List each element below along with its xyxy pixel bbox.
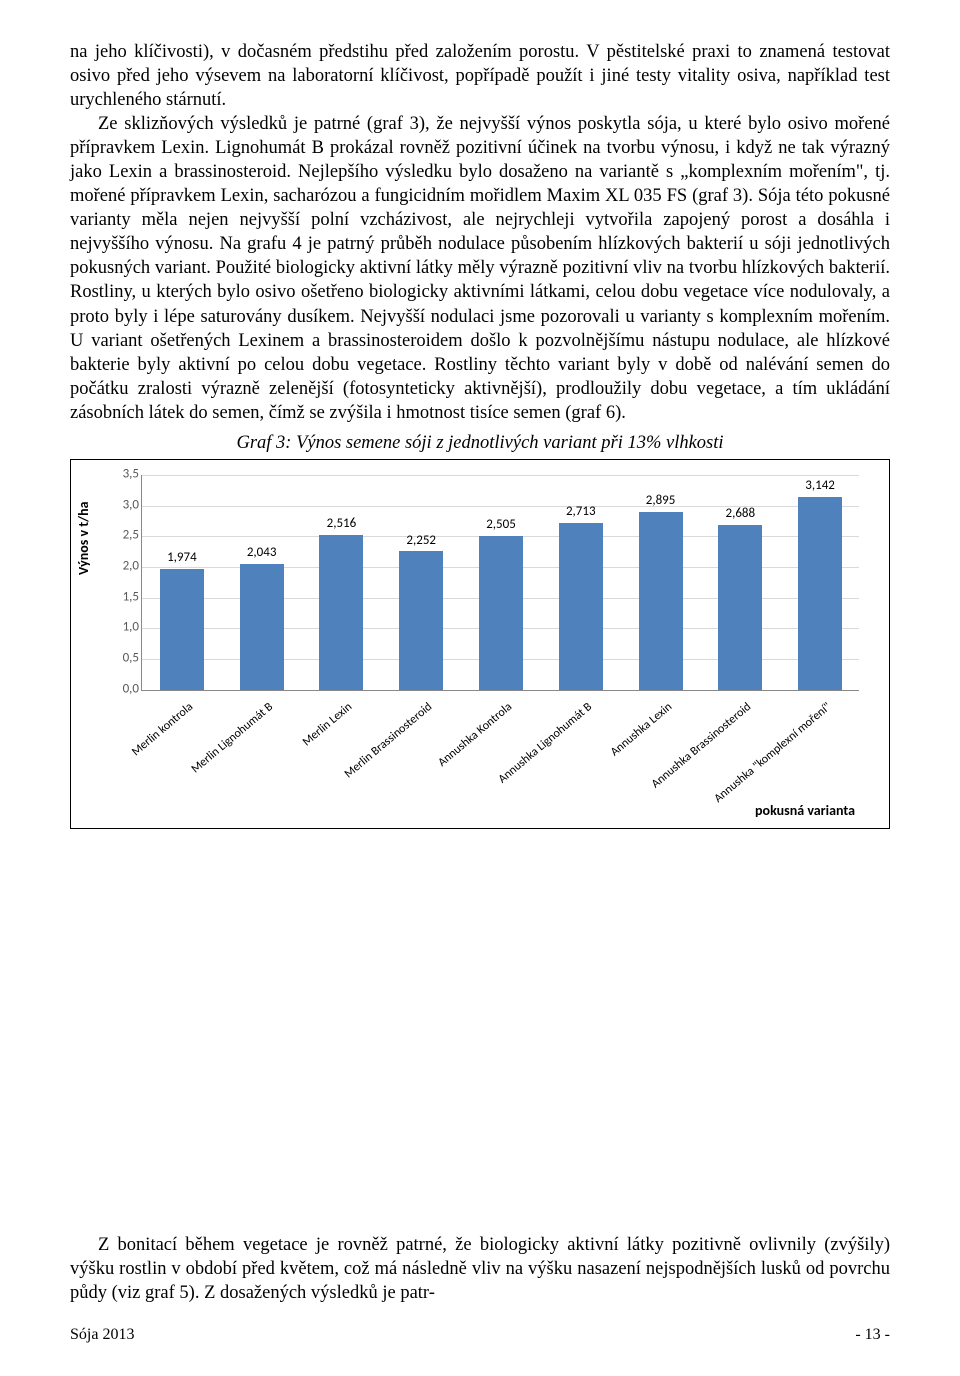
bar: [718, 525, 762, 690]
x-axis-label: pokusná varianta: [755, 802, 855, 820]
bar: [399, 551, 443, 689]
y-tick-label: 3,5: [111, 466, 139, 483]
page: na jeho klíčivosti), v dočasném předstih…: [0, 0, 960, 1376]
x-tick-label: Merlin Lexin: [300, 700, 356, 751]
y-tick-label: 3,0: [111, 497, 139, 514]
paragraph-2: Ze sklizňových výsledků je patrné (graf …: [70, 114, 890, 423]
bar: [160, 569, 204, 690]
paragraph-1: na jeho klíčivosti), v dočasném předstih…: [70, 42, 890, 110]
plot-area: 1,974 2,043 2,516 2,252 2,505 2,713 2,895 2,688…: [141, 475, 859, 691]
body-text-2: Ze sklizňových výsledků je patrné (graf …: [70, 112, 890, 425]
bar-value-label: 1,974: [152, 550, 212, 567]
footer-left: Sója 2013: [70, 1325, 134, 1346]
bar: [319, 535, 363, 690]
x-tick-label: Annushka Lexin: [608, 700, 676, 761]
bar-value-label: 2,505: [471, 517, 531, 534]
bar-value-label: 2,252: [391, 533, 451, 550]
y-tick-label: 0,0: [111, 681, 139, 698]
x-ticks: Merlin kontrolaMerlin Lignohumát BMerlin…: [141, 692, 859, 812]
bar: [240, 564, 284, 689]
spacer: [70, 829, 890, 1233]
chart-title: Graf 3: Výnos semene sóji z jednotlivých…: [70, 431, 890, 455]
bar: [479, 536, 523, 690]
footer: Sója 2013 - 13 -: [70, 1325, 890, 1346]
bar: [798, 497, 842, 690]
y-tick-label: 0,5: [111, 651, 139, 668]
bar: [559, 523, 603, 690]
bar: [639, 512, 683, 690]
bar-value-label: 2,688: [710, 506, 770, 523]
bar-value-label: 2,713: [551, 504, 611, 521]
y-tick-label: 1,0: [111, 620, 139, 637]
x-tick-label: Merlin Brassinosteroid: [342, 700, 436, 782]
bar-value-label: 2,043: [232, 545, 292, 562]
bar-value-label: 2,516: [311, 516, 371, 533]
gridline: [142, 475, 859, 476]
y-axis-label: Výnos v t/ha: [75, 501, 93, 575]
body-text: na jeho klíčivosti), v dočasném předstih…: [70, 40, 890, 112]
footer-right: - 13 -: [855, 1325, 890, 1346]
chart-inner: Výnos v t/ha 1,974 2,043 2,516 2,252 2,505 2,…: [71, 470, 879, 828]
paragraph-3: Z bonitací během vegetace je rovněž patr…: [70, 1235, 890, 1303]
y-tick-label: 1,5: [111, 589, 139, 606]
x-tick-label: Annushka Kontrola: [436, 700, 516, 771]
bar-value-label: 2,895: [631, 493, 691, 510]
y-tick-label: 2,0: [111, 558, 139, 575]
bar-value-label: 3,142: [790, 478, 850, 495]
x-tick-label: Merlin kontrola: [129, 700, 197, 760]
y-tick-label: 2,5: [111, 528, 139, 545]
body-text-3: Z bonitací během vegetace je rovněž patr…: [70, 1233, 890, 1305]
x-tick-label: Merlin Lignohumát B: [188, 700, 276, 778]
chart: Výnos v t/ha 1,974 2,043 2,516 2,252 2,505 2,…: [70, 459, 890, 829]
